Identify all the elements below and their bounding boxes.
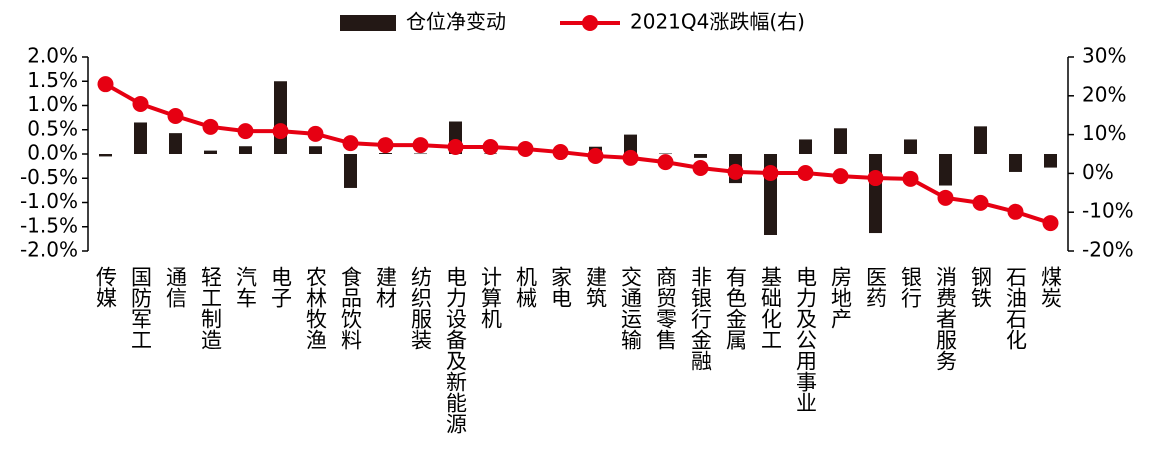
point (832, 168, 849, 185)
point (237, 123, 254, 140)
x-tick-label: 国防军工 (129, 266, 153, 350)
legend-swatch (582, 15, 598, 31)
x-tick-label: 食品饮料 (339, 266, 363, 350)
bar (624, 134, 637, 154)
y-tick-label: 0.5% (27, 116, 78, 140)
y-tick-label: 1.0% (27, 92, 78, 116)
x-tick-label: 建材 (374, 266, 398, 308)
bar (1009, 154, 1022, 172)
bar (799, 139, 812, 154)
legend-label: 2021Q4涨跌幅(右) (630, 10, 805, 34)
x-tick-label: 房地产 (829, 266, 853, 329)
x-tick-label: 钢铁 (969, 266, 993, 308)
bar (904, 139, 917, 154)
line (104, 82, 1052, 225)
x-tick-label: 非银行金融 (689, 266, 713, 371)
bar (1044, 154, 1057, 168)
x-tick-label: 电子 (269, 266, 293, 308)
point (867, 170, 884, 187)
point (657, 154, 674, 171)
point (167, 107, 184, 124)
bar (169, 133, 182, 154)
x-tick-label: 有色金属 (724, 266, 748, 351)
point (377, 137, 394, 154)
y2-tick-label: -10% (1082, 199, 1134, 223)
bar (379, 153, 392, 154)
y-tick-label: -1.5% (20, 213, 78, 237)
bar (239, 146, 252, 154)
point (937, 189, 954, 206)
point (97, 76, 114, 93)
point (202, 118, 219, 135)
bar (869, 154, 882, 234)
x-tick-label: 汽车 (234, 266, 258, 308)
x-tick-label: 通信 (164, 266, 188, 308)
point (1007, 203, 1024, 220)
x-tick-label: 电力及公用事业 (794, 266, 818, 413)
y-tick-label: 2.0% (27, 44, 78, 68)
x-tick-label: 商贸零售 (654, 266, 678, 350)
point (307, 125, 324, 142)
point (762, 165, 779, 182)
point (552, 144, 569, 161)
x-tick-label: 银行 (899, 266, 923, 308)
point (622, 149, 639, 166)
x-tick-label: 消费者服务 (934, 266, 958, 371)
point (447, 139, 464, 156)
bar (309, 146, 322, 154)
bar (204, 150, 217, 154)
bar (834, 128, 847, 154)
bar (134, 122, 147, 154)
x-tick-label: 农林牧渔 (304, 266, 328, 350)
y-tick-label: -2.0% (20, 238, 78, 262)
point (727, 163, 744, 180)
x-tick-label: 石油石化 (1004, 266, 1028, 350)
y-tick-label: -0.5% (20, 165, 78, 189)
legend-swatch (340, 15, 396, 31)
y-tick-label: 0.0% (27, 141, 78, 165)
x-tick-label: 纺织服装 (409, 266, 433, 350)
y2-tick-label: 20% (1082, 82, 1126, 106)
point (132, 95, 149, 112)
bar (659, 153, 672, 155)
x-tick-label: 建筑 (584, 266, 608, 308)
bar (939, 154, 952, 186)
bar (274, 81, 287, 154)
y2-tick-label: 30% (1082, 44, 1126, 68)
point (412, 137, 429, 154)
y2-tick-label: -20% (1082, 238, 1134, 262)
bar (344, 154, 357, 188)
y-tick-label: -1.0% (20, 189, 78, 213)
point (902, 170, 919, 187)
bar (99, 154, 112, 157)
point (272, 123, 289, 140)
x-tick-label: 煤炭 (1039, 266, 1063, 308)
x-tick-label: 计算机 (479, 266, 503, 329)
y2-tick-label: 0% (1082, 160, 1114, 184)
y-tick-label: 1.5% (27, 68, 78, 92)
x-tick-label: 家电 (549, 266, 573, 308)
point (517, 140, 534, 157)
x-tick-label: 医药 (864, 266, 888, 308)
x-tick-label: 电力设备及新能源 (444, 266, 468, 434)
x-tick-label: 机械 (514, 266, 538, 308)
x-tick-label: 交通运输 (619, 266, 643, 350)
point (972, 194, 989, 211)
x-tick-label: 轻工制造 (199, 266, 223, 350)
bar (694, 154, 707, 158)
y2-tick-label: 10% (1082, 121, 1126, 145)
point (1042, 215, 1059, 232)
bar (414, 153, 427, 155)
point (587, 147, 604, 164)
x-tick-label: 基础化工 (759, 266, 783, 350)
point (797, 165, 814, 182)
point (482, 139, 499, 156)
point (692, 159, 709, 176)
x-tick-label: 传媒 (94, 266, 118, 308)
legend-label: 仓位净变动 (406, 10, 506, 34)
point (342, 135, 359, 152)
bar (974, 126, 987, 154)
